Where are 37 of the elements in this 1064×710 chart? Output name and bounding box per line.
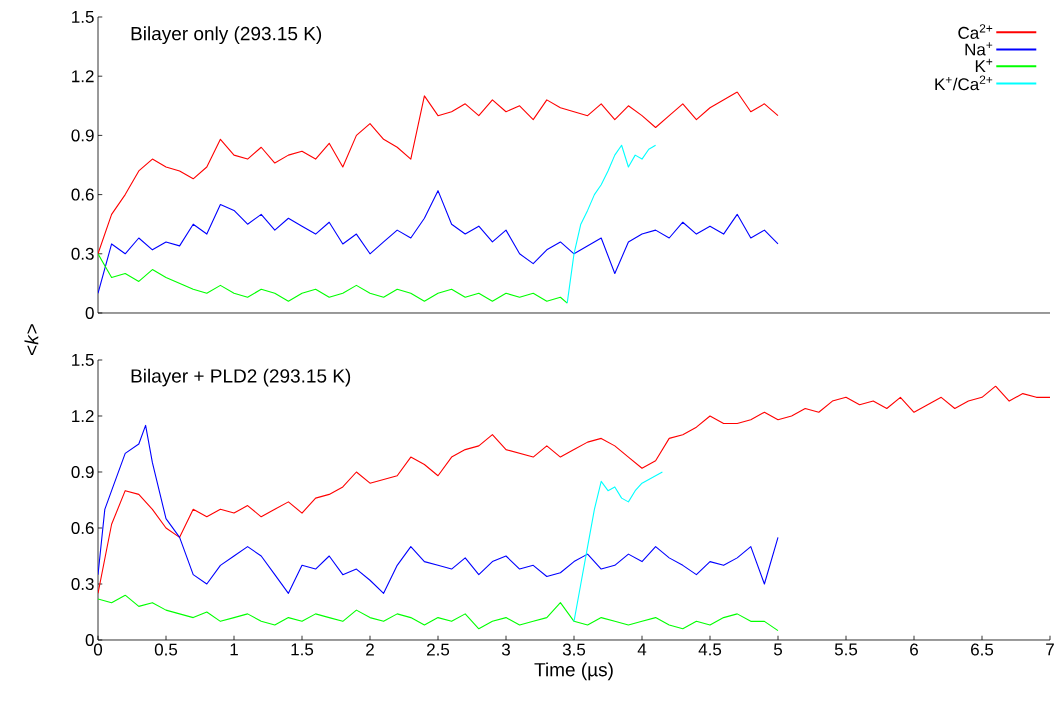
y-tick-label: 1.5 bbox=[72, 11, 94, 23]
x-tick-label: 4 bbox=[637, 643, 647, 656]
x-tick-label: 4.5 bbox=[698, 643, 722, 656]
x-tick-label: 0 bbox=[93, 643, 103, 656]
x-tick-label: 1 bbox=[230, 643, 238, 656]
y-tick-label: 0 bbox=[85, 633, 94, 647]
y-tick-label: 1.2 bbox=[72, 70, 94, 83]
y-axis-title: <k> bbox=[24, 324, 39, 355]
y-tick-label: 0.3 bbox=[71, 577, 94, 591]
line-series bbox=[566, 144, 657, 304]
y-tick-label: 0.6 bbox=[71, 521, 94, 535]
x-tick-label: 3.5 bbox=[562, 643, 586, 656]
x-tick-label: 2.5 bbox=[427, 643, 450, 656]
y-tick-label: 0.9 bbox=[71, 465, 94, 479]
chart-title: Bilayer only (293.15 K) bbox=[131, 26, 322, 45]
x-tick-label: 6 bbox=[910, 643, 918, 656]
x-tick-label: 6.5 bbox=[971, 643, 994, 656]
y-tick-label: 1.2 bbox=[72, 410, 94, 422]
x-tick-label: 5.5 bbox=[834, 643, 858, 656]
y-tick-label: 0.3 bbox=[71, 247, 94, 260]
x-tick-label: 5 bbox=[773, 643, 783, 656]
x-axis-title: Time (µs) bbox=[534, 662, 613, 681]
legend-label: Ca$^{2+}$ bbox=[958, 24, 993, 39]
y-tick-label: 0.6 bbox=[71, 188, 94, 201]
legend-label: K$^{+}$/Ca$^{2+}$ bbox=[935, 75, 993, 91]
x-tick-label: 2 bbox=[366, 643, 374, 656]
line-series bbox=[98, 424, 779, 594]
x-tick-label: 0.5 bbox=[154, 643, 178, 656]
y-tick-label: 1.5 bbox=[72, 354, 94, 366]
x-tick-label: 3 bbox=[501, 643, 510, 656]
chart-title: Bilayer + PLD2 (293.15 K) bbox=[131, 368, 351, 387]
y-tick-label: 0 bbox=[85, 306, 94, 320]
x-tick-label: 7 bbox=[1046, 643, 1054, 656]
x-tick-label: 1.5 bbox=[291, 643, 314, 656]
legend-label: K$^{+}$ bbox=[975, 58, 993, 73]
y-tick-label: 0.9 bbox=[71, 129, 94, 142]
legend-label: Na$^{+}$ bbox=[965, 42, 993, 56]
